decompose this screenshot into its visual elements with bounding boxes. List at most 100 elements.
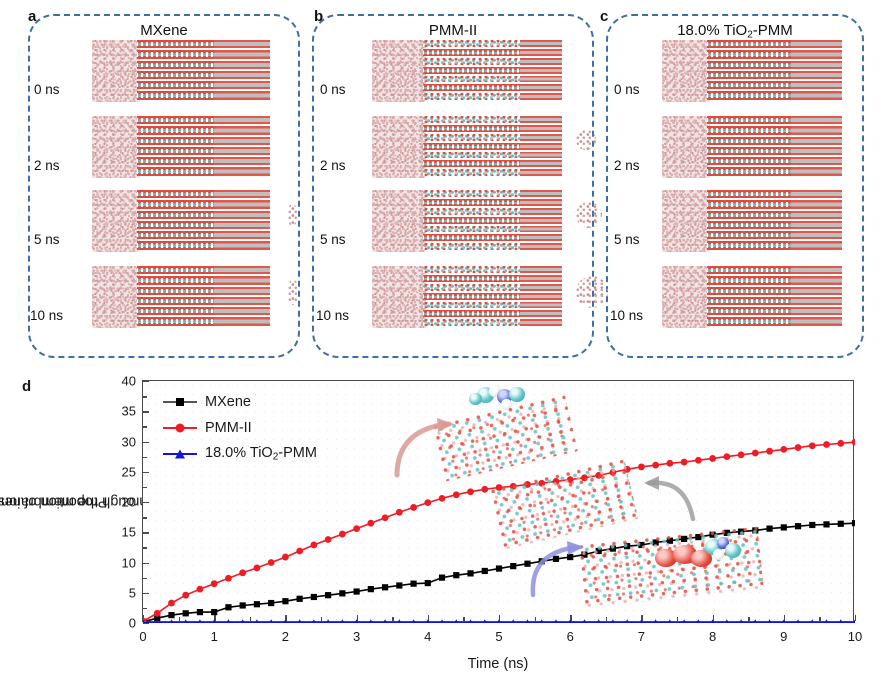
membrane-sheet [137, 126, 270, 135]
data-point [454, 619, 459, 623]
membrane-sheet [423, 116, 562, 123]
y-tick-mark [143, 381, 149, 383]
membrane-sheet [137, 81, 270, 90]
data-point [283, 619, 288, 623]
data-point [823, 521, 830, 528]
legend-item-mxene: MXene [163, 389, 317, 415]
md-snapshot [92, 190, 297, 252]
membrane-sheet [707, 190, 842, 199]
md-snapshot [92, 40, 270, 102]
x-tick-mark-minor [321, 617, 323, 621]
data-point [625, 619, 630, 623]
water-reservoir [92, 116, 140, 178]
ion-passage-chart: d Proportion of ions passedthrough the m… [0, 368, 886, 694]
y-tick-label: 10 [121, 555, 136, 570]
y-tick-mark-minor [143, 517, 147, 519]
md-snapshot [92, 266, 298, 328]
data-point [253, 564, 261, 572]
membrane-sheet [707, 126, 842, 135]
membrane-sheet [707, 210, 842, 219]
panel-b-row-label-5ns: 5 ns [320, 232, 346, 247]
y-tick-mark [143, 562, 149, 564]
x-tick-mark [214, 615, 216, 621]
y-tick-mark-minor [143, 396, 147, 398]
data-point [751, 449, 759, 457]
data-point [553, 619, 558, 623]
data-point [325, 592, 332, 599]
panel-tio2-pmm: 18.0% TiO2-PMM [606, 14, 864, 358]
membrane-stack [707, 116, 842, 178]
legend-line-tio2-pmm [163, 449, 197, 459]
data-point [724, 619, 729, 623]
water-reservoir [92, 40, 140, 102]
data-point [780, 524, 787, 531]
data-point [838, 619, 843, 623]
data-point [196, 585, 204, 593]
x-tick-mark [783, 615, 786, 621]
water-reservoir [662, 40, 710, 102]
x-tick-mark [427, 615, 430, 621]
membrane-sheet [707, 60, 842, 69]
md-snapshot [662, 40, 842, 102]
membrane-sheet [423, 274, 562, 282]
panel-b-row-label-0ns: 0 ns [320, 82, 346, 97]
water-reservoir [372, 190, 426, 252]
y-tick-mark-minor [143, 607, 147, 610]
data-point [737, 451, 745, 459]
data-point [438, 574, 446, 581]
membrane-sheet [423, 169, 562, 177]
x-tick-mark [285, 615, 287, 621]
data-point [296, 595, 303, 602]
membrane-sheet [423, 84, 562, 92]
data-point [852, 619, 855, 623]
membrane-sheet [137, 50, 270, 59]
water-reservoir [662, 190, 710, 252]
data-point [168, 612, 175, 619]
membrane-sheet [707, 307, 842, 316]
membrane-sheet [137, 220, 270, 230]
y-tick-label: 15 [121, 524, 136, 540]
water-reservoir [662, 266, 710, 328]
data-point [723, 453, 731, 461]
membrane-sheet [137, 210, 270, 219]
membrane-sheet [707, 116, 842, 125]
md-snapshot [372, 40, 562, 102]
membrane-sheet [137, 266, 270, 275]
membrane-sheet [707, 70, 842, 80]
data-point [467, 570, 474, 577]
panel-b-letter: b [314, 8, 324, 25]
membrane-sheet [423, 216, 562, 224]
chart-legend: MXene PMM-II 18.0% TiO2-PMM [163, 389, 317, 467]
panel-c-row-label-5ns: 5 ns [614, 232, 640, 247]
membrane-sheet [423, 190, 562, 197]
membrane-sheet [137, 167, 270, 176]
data-point [368, 619, 373, 623]
x-tick-mark [641, 615, 643, 621]
data-point [851, 438, 855, 446]
y-tick-mark [143, 471, 149, 474]
data-point [652, 461, 660, 469]
panel-b-row-label-10ns: 10 ns [316, 308, 350, 323]
data-point [311, 619, 316, 623]
arrow-to-pmm-inset [644, 476, 696, 522]
data-point [396, 582, 403, 589]
data-point [239, 569, 247, 577]
membrane-sheet [423, 301, 562, 309]
membrane-sheet [137, 190, 270, 199]
x-tick-label: 2 [281, 629, 290, 644]
data-point [269, 619, 274, 623]
membrane-sheet [707, 146, 842, 156]
panel-b-row-label-2ns: 2 ns [320, 158, 346, 173]
data-point [709, 455, 716, 462]
data-point [694, 456, 702, 464]
data-point [482, 619, 487, 623]
membrane-sheet [137, 307, 270, 316]
data-point [667, 619, 672, 623]
data-point [296, 547, 304, 555]
x-tick-mark-minor [249, 617, 252, 621]
y-tick-mark [143, 441, 149, 443]
data-point [354, 619, 359, 623]
membrane-sheet [707, 266, 842, 275]
legend-label-pmm-ii: PMM-II [205, 420, 252, 436]
data-point [552, 555, 560, 562]
